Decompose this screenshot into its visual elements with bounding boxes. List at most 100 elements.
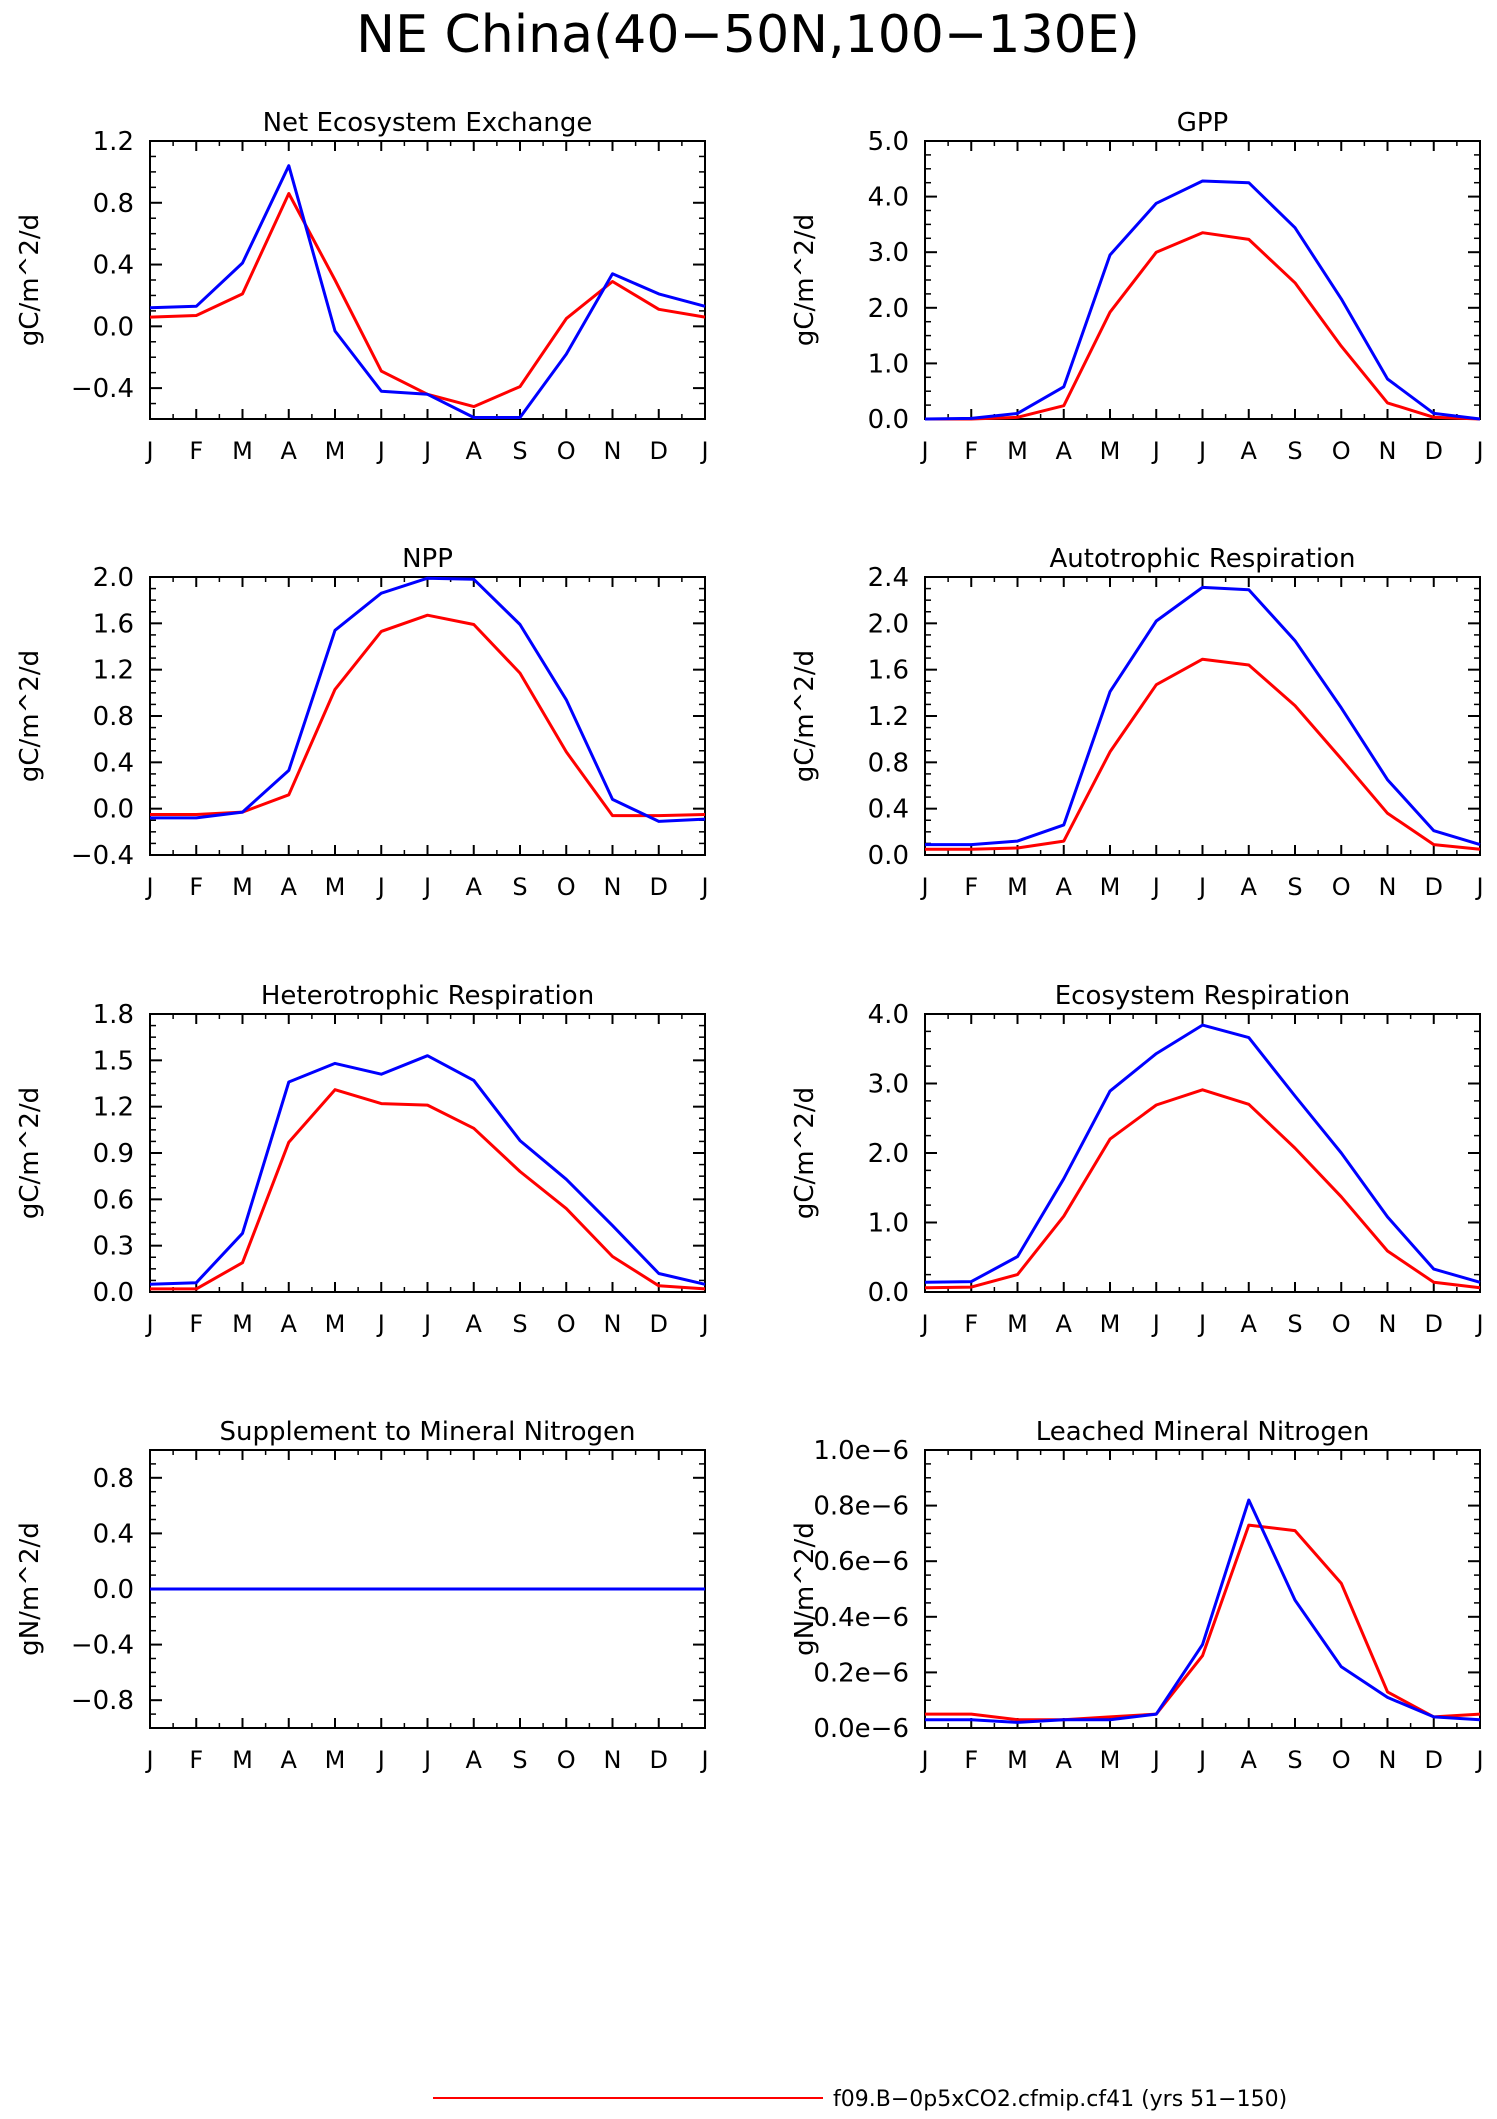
y-tick-label: 1.8 (93, 1000, 134, 1030)
x-tick-label: D (1425, 1746, 1443, 1774)
y-tick-label: 2.0 (868, 609, 909, 639)
series-line-red (924, 1088, 1481, 1290)
x-tick-label: J (1151, 1746, 1160, 1774)
y-tick-label: 0.4e−6 (813, 1603, 909, 1633)
y-tick-label: 0.0 (93, 312, 134, 342)
x-tick-label: A (466, 873, 483, 901)
y-tick-label: 4.0 (868, 183, 909, 213)
x-tick-label: J (1151, 1310, 1160, 1338)
x-tick-label: N (604, 1310, 622, 1338)
y-tick-label: 0.6 (93, 1185, 134, 1215)
x-tick-label: F (964, 437, 978, 465)
x-tick-label: J (919, 1746, 928, 1774)
x-tick-label: D (650, 437, 668, 465)
y-tick-label: 0.6e−6 (813, 1547, 909, 1577)
panel-7: Supplement to Mineral Nitrogen gN/m^2/d J F… (15, 1417, 709, 1774)
series-line-red (925, 657, 1481, 851)
figure-title: NE China(40−50N,100−130E) (356, 5, 1140, 65)
y-tick-label: 0.2e−6 (813, 1658, 909, 1688)
x-tick-label: O (1332, 873, 1351, 901)
x-tick-label: O (557, 1310, 576, 1338)
y-tick-label: 0.0e−6 (813, 1714, 909, 1744)
y-tick-label: 0.8 (93, 189, 134, 219)
x-tick-label: A (1056, 873, 1073, 901)
y-tick-label: 1.2 (868, 702, 909, 732)
x-tick-label: M (232, 1310, 253, 1338)
x-tick-label: J (919, 437, 928, 465)
y-tick-label: 0.4 (93, 1519, 134, 1549)
y-tick-label: 0.4 (93, 251, 134, 281)
x-tick-label: J (422, 873, 431, 901)
x-tick-label: O (557, 437, 576, 465)
y-tick-label: 1.0 (868, 1209, 909, 1239)
x-tick-label: J (1151, 873, 1160, 901)
x-tick-label: A (281, 873, 298, 901)
y-tick-label: 0.0 (868, 841, 909, 871)
x-tick-label: A (466, 1310, 483, 1338)
panel-title: Leached Mineral Nitrogen (1036, 1417, 1370, 1447)
x-tick-label: F (964, 1310, 978, 1338)
x-tick-label: A (281, 1310, 298, 1338)
x-tick-label: F (189, 1746, 203, 1774)
x-tick-label: S (1287, 1310, 1302, 1338)
x-tick-label: S (512, 1746, 527, 1774)
x-tick-label: J (144, 1746, 153, 1774)
x-tick-label: A (1241, 873, 1258, 901)
y-tick-label: 1.2 (93, 1093, 134, 1123)
x-tick-label: N (1379, 1746, 1397, 1774)
legend: f09.B−0p5xCO2.cfmip.cf41 (yrs 51−150) (433, 2087, 1287, 2112)
x-tick-label: J (376, 1310, 385, 1338)
plot-frame (924, 140, 1481, 420)
series-line-blue (924, 1023, 1481, 1284)
x-tick-label: S (512, 1310, 527, 1338)
x-tick-label: M (325, 1310, 346, 1338)
x-tick-label: A (1056, 1310, 1073, 1338)
legend-label: f09.B−0p5xCO2.cfmip.cf41 (yrs 51−150) (833, 2087, 1287, 2112)
y-tick-label: 0.0 (93, 1575, 134, 1605)
y-tick-label: 0.0 (868, 405, 909, 435)
x-tick-label: A (1241, 1746, 1258, 1774)
x-tick-label: J (699, 873, 708, 901)
x-tick-label: A (281, 437, 298, 465)
y-tick-label: 0.8 (93, 702, 134, 732)
x-tick-label: J (422, 437, 431, 465)
x-tick-label: M (1100, 873, 1121, 901)
x-tick-label: D (1425, 437, 1443, 465)
x-tick-label: J (144, 437, 153, 465)
y-tick-label: 2.4 (868, 563, 909, 593)
y-tick-label: −0.4 (71, 1631, 134, 1661)
x-tick-label: S (512, 873, 527, 901)
y-axis-label: gC/m^2/d (15, 650, 45, 782)
x-tick-label: J (1197, 437, 1206, 465)
x-tick-label: F (964, 1746, 978, 1774)
x-tick-label: M (1007, 437, 1028, 465)
y-tick-label: −0.4 (71, 841, 134, 871)
plot-frame (149, 140, 706, 420)
y-axis-label: gC/m^2/d (15, 214, 45, 346)
y-tick-label: 1.2 (93, 127, 134, 157)
y-tick-label: 0.0 (93, 1278, 134, 1308)
y-axis-label: gN/m^2/d (15, 1522, 45, 1656)
y-tick-label: −0.8 (71, 1686, 134, 1716)
x-tick-label: F (964, 873, 978, 901)
x-tick-label: F (189, 873, 203, 901)
x-tick-label: J (376, 1746, 385, 1774)
x-tick-label: J (144, 1310, 153, 1338)
y-tick-label: 0.8 (93, 1464, 134, 1494)
x-tick-label: O (1332, 437, 1351, 465)
y-axis-label: gN/m^2/d (790, 1522, 820, 1656)
series-line-blue (925, 1498, 1481, 1724)
series-line-blue (150, 576, 706, 823)
y-axis-label: gC/m^2/d (790, 1087, 820, 1219)
x-tick-label: D (1425, 1310, 1443, 1338)
x-tick-label: F (189, 437, 203, 465)
y-tick-label: 2.0 (868, 294, 909, 324)
x-tick-label: N (1379, 1310, 1397, 1338)
panel-title: Net Ecosystem Exchange (263, 108, 593, 138)
x-tick-label: N (1379, 873, 1397, 901)
x-tick-label: J (919, 1310, 928, 1338)
x-tick-label: J (1197, 1746, 1206, 1774)
